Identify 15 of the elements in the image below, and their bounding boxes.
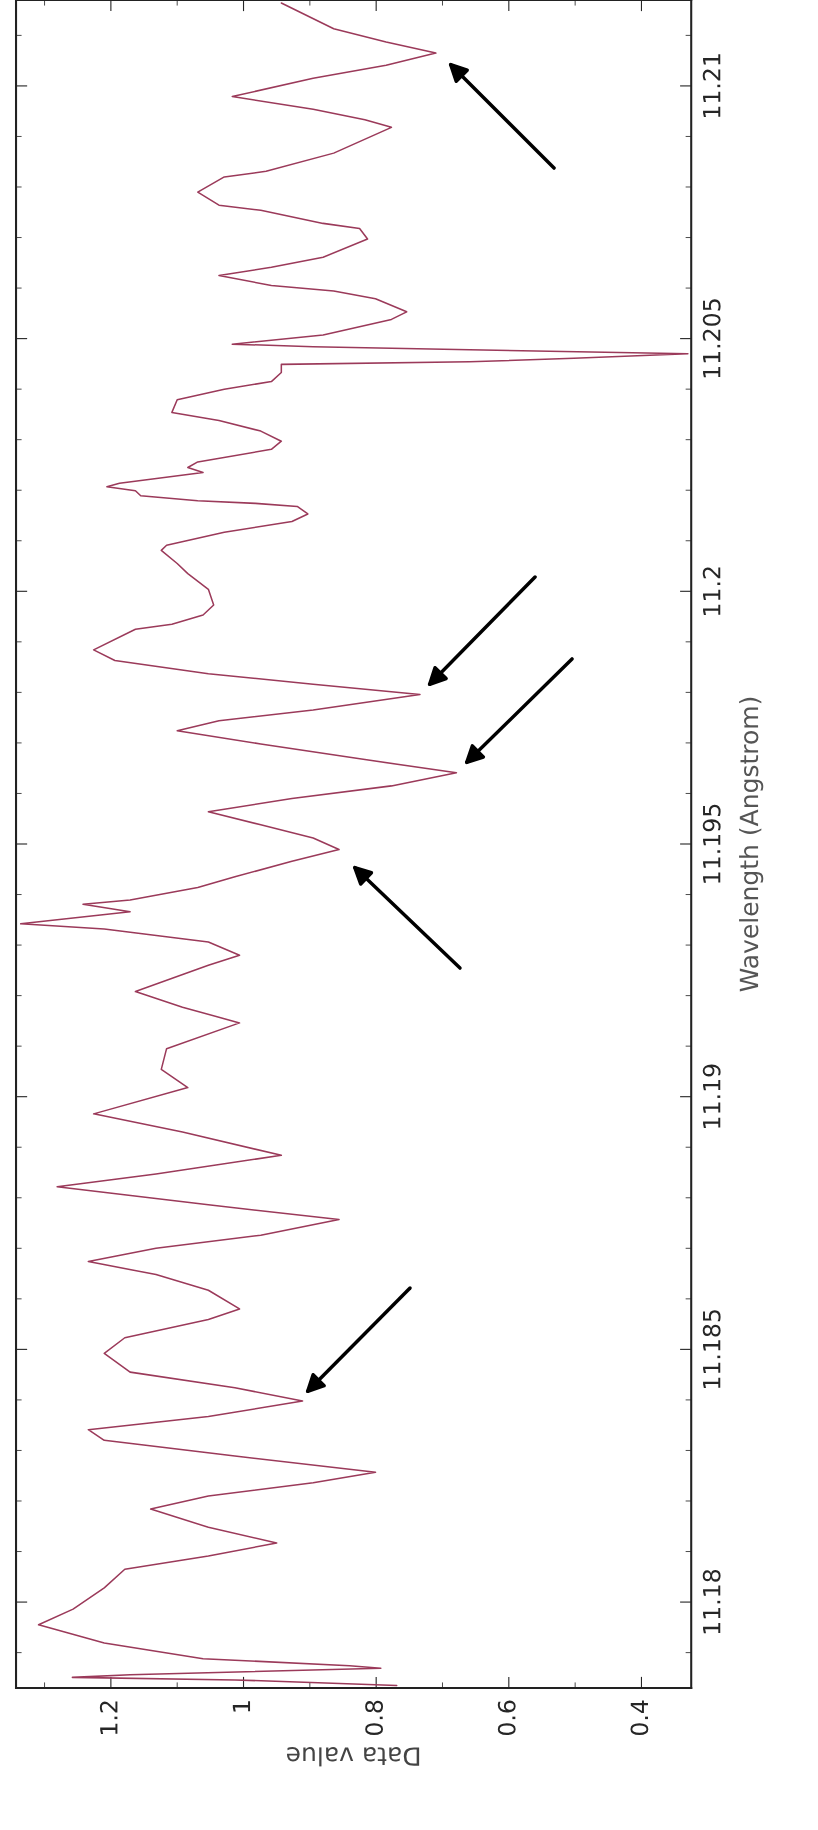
x-axis-title: Data value [286, 1747, 420, 1767]
x-tick-label: 0.4 [630, 1700, 649, 1736]
x-tick-label: 1 [232, 1701, 251, 1712]
line-series [19, 2, 689, 1687]
x-tick-label: 0.8 [365, 1700, 384, 1736]
y-tick-label: 11.21 [702, 54, 721, 118]
y-tick-label: 11.195 [702, 804, 721, 883]
y-axis-title: Wavelength (Angstrom) [739, 697, 764, 992]
y-tick-label: 11.2 [702, 567, 721, 615]
x-tick-label: 1.2 [99, 1701, 118, 1735]
y-tick-label: 11.185 [702, 1310, 721, 1389]
y-tick-label: 11.18 [702, 1569, 721, 1634]
y-tick-label: 11.205 [702, 299, 721, 378]
y-tick-label: 11.19 [702, 1064, 721, 1128]
x-tick-label: 0.6 [497, 1700, 516, 1736]
